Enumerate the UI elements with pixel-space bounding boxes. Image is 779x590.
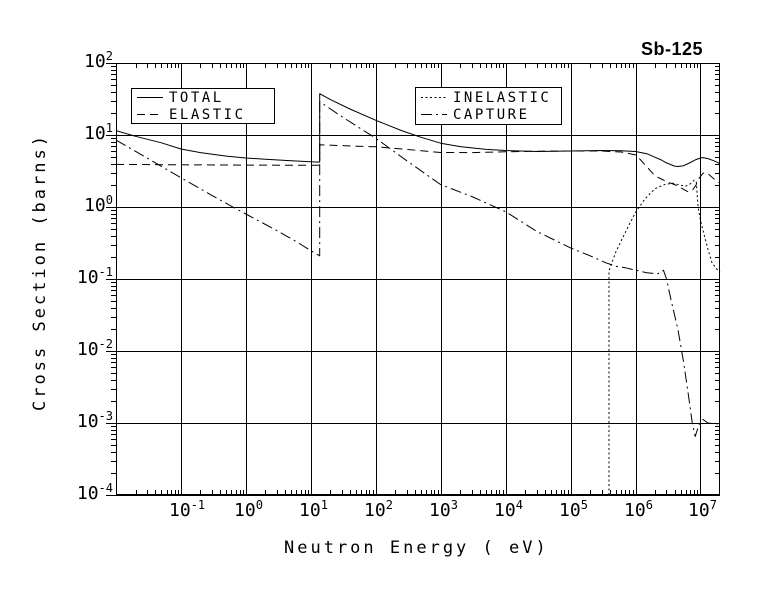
tick-exponent: 5: [580, 498, 588, 512]
y-tick-label: 10-2: [67, 337, 113, 361]
curve-elastic: [115, 144, 721, 193]
tick-base: 10: [84, 195, 106, 216]
legend-label-total: TOTAL: [169, 89, 224, 106]
tick-base: 10: [364, 500, 386, 521]
x-tick-label: 100: [234, 498, 263, 522]
tick-base: 10: [76, 267, 99, 288]
y-axis-label: Cross Section (barns): [30, 133, 50, 411]
tick-exponent: -1: [98, 265, 113, 279]
tick-base: 10: [234, 500, 256, 521]
tick-exponent: 2: [385, 498, 393, 512]
tick-base: 10: [429, 500, 451, 521]
legend-label-elastic: ELASTIC: [169, 106, 246, 123]
legend-item-capture: CAPTURE: [421, 106, 556, 123]
tick-base: 10: [76, 411, 99, 432]
x-tick-label: 10-1: [169, 498, 206, 522]
y-tick-label: 102: [67, 49, 113, 73]
tick-base: 10: [688, 500, 710, 521]
data-curves: [115, 93, 721, 495]
y-tick-label: 101: [67, 121, 113, 145]
x-tick-label: 104: [494, 498, 523, 522]
tick-base: 10: [76, 483, 99, 504]
legend-label-capture: CAPTURE: [453, 106, 530, 123]
tick-base: 10: [76, 339, 99, 360]
y-tick-label: 10-1: [67, 265, 113, 289]
tick-base: 10: [84, 123, 106, 144]
tick-exponent: 1: [320, 498, 328, 512]
y-tick-label: 100: [67, 193, 113, 217]
x-axis-label: Neutron Energy ( eV): [284, 538, 549, 558]
tick-exponent: 2: [105, 49, 113, 63]
x-tick-label: 106: [624, 498, 653, 522]
grid-lines: [116, 63, 720, 496]
y-tick-label: 10-4: [67, 481, 113, 505]
legend-box-inelastic-capture: INELASTIC CAPTURE: [415, 87, 562, 125]
legend-label-inelastic: INELASTIC: [453, 89, 552, 106]
tick-base: 10: [624, 500, 646, 521]
tick-base: 10: [169, 500, 191, 521]
chart-title: Sb-125: [640, 39, 703, 59]
tick-exponent: -4: [98, 481, 113, 495]
tick-base: 10: [494, 500, 516, 521]
tick-exponent: 7: [709, 498, 717, 512]
tick-exponent: -3: [98, 409, 113, 423]
tick-exponent: -2: [98, 337, 113, 351]
y-tick-label: 10-3: [67, 409, 113, 433]
tick-exponent: 4: [515, 498, 523, 512]
legend-item-inelastic: INELASTIC: [421, 89, 556, 106]
x-tick-label: 103: [429, 498, 458, 522]
tick-exponent: 1: [105, 121, 113, 135]
x-tick-label: 105: [559, 498, 588, 522]
x-tick-label: 101: [299, 498, 328, 522]
legend-item-total: TOTAL: [137, 89, 269, 106]
tick-exponent: 0: [255, 498, 263, 512]
tick-exponent: -1: [190, 498, 206, 512]
curve-inelastic: [608, 179, 721, 495]
axis-ticks: [106, 63, 720, 496]
legend-box-total-elastic: TOTAL ELASTIC: [131, 88, 275, 124]
curve-capture: [115, 101, 721, 437]
inelastic-line-sample-icon: [421, 97, 447, 98]
tick-base: 10: [299, 500, 321, 521]
legend-item-elastic: ELASTIC: [137, 106, 269, 123]
tick-exponent: 6: [645, 498, 653, 512]
capture-line-sample-icon: [421, 114, 447, 115]
tick-base: 10: [559, 500, 581, 521]
tick-exponent: 3: [450, 498, 458, 512]
total-line-sample-icon: [137, 97, 163, 98]
tick-base: 10: [84, 51, 106, 72]
x-tick-label: 107: [688, 498, 717, 522]
elastic-line-sample-icon: [137, 114, 163, 115]
tick-exponent: 0: [105, 193, 113, 207]
x-tick-label: 102: [364, 498, 393, 522]
curve-total: [115, 93, 721, 167]
